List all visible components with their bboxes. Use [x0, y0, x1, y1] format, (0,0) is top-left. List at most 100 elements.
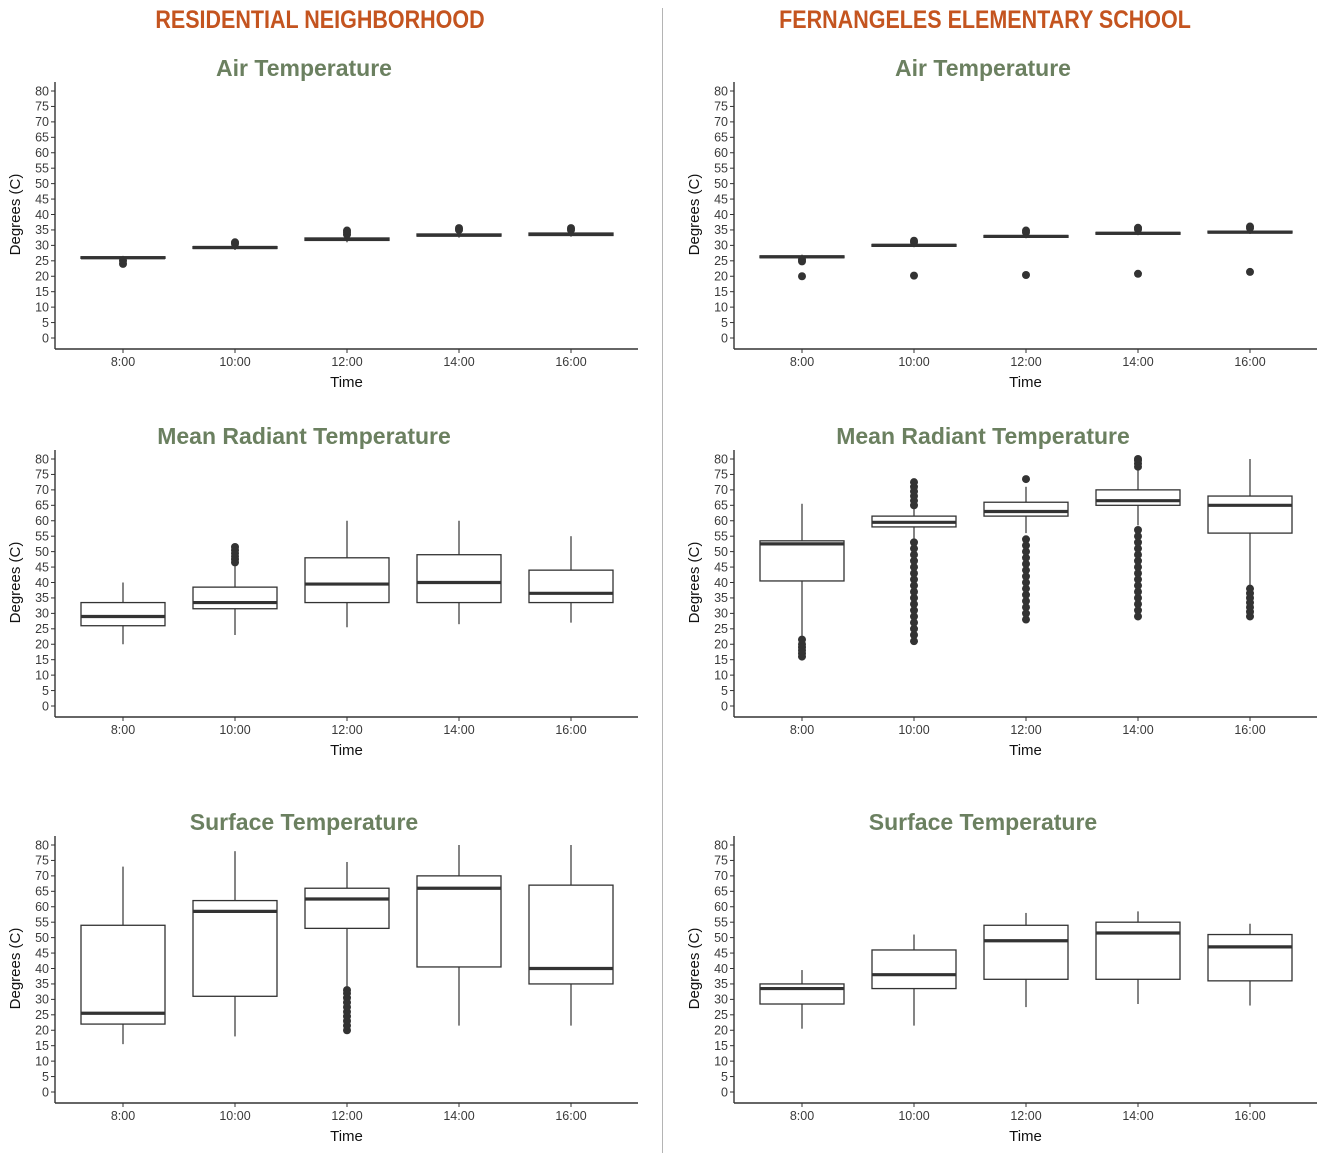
box-mean-radiant-temperature-12-00 — [304, 520, 390, 628]
x-tick-label: 8:00 — [790, 1109, 814, 1123]
residential-column-title: RESIDENTIAL NEIGHBORHOOD — [155, 6, 485, 34]
outlier-point — [1022, 584, 1030, 593]
box-mean-radiant-temperature-10-00 — [871, 478, 957, 646]
x-tick-label: 14:00 — [443, 355, 474, 369]
y-tick-label: 50 — [714, 545, 728, 559]
y-tick-label: 40 — [35, 576, 49, 590]
y-tick-label: 0 — [42, 331, 49, 345]
residential-surface-temperature-panel: Surface Temperature 0 5 10 15 20 25 30 35 40 45 50 5… — [2, 804, 660, 1174]
y-tick-label: 70 — [35, 869, 49, 883]
outlier-point — [1022, 226, 1030, 235]
box-air-temperature-14-00 — [416, 224, 502, 238]
x-tick-label: 14:00 — [1122, 723, 1153, 737]
x-tick-label: 12:00 — [331, 1109, 362, 1123]
y-tick-label: 10 — [714, 1054, 728, 1068]
outlier-point — [343, 226, 351, 235]
y-tick-label: 10 — [35, 1054, 49, 1068]
outlier-point — [119, 256, 127, 265]
y-tick-label: 35 — [35, 977, 49, 991]
y-tick-label: 20 — [35, 1024, 49, 1038]
x-tick-label: 8:00 — [790, 355, 814, 369]
box-surface-temperature-12-00 — [304, 861, 390, 1035]
x-tick-label: 10:00 — [898, 355, 929, 369]
box-iqr — [416, 875, 502, 968]
outlier-point — [1134, 532, 1142, 541]
outlier-point — [1022, 572, 1030, 581]
y-tick-label: 15 — [35, 653, 49, 667]
chart-title: Air Temperature — [216, 55, 392, 81]
y-axis-label: Degrees (C) — [686, 542, 703, 624]
x-tick-label: 14:00 — [1122, 355, 1153, 369]
y-axis-label: Degrees (C) — [7, 174, 24, 256]
y-tick-label: 55 — [714, 915, 728, 929]
y-tick-label: 30 — [714, 239, 728, 253]
x-tick-label: 16:00 — [1234, 1109, 1265, 1123]
outlier-point — [1246, 267, 1254, 276]
box-mean-radiant-temperature-8-00 — [80, 582, 166, 645]
box-mean-radiant-temperature-16-00 — [1207, 459, 1293, 621]
y-tick-label: 15 — [714, 1039, 728, 1053]
y-tick-label: 45 — [35, 946, 49, 960]
y-tick-label: 5 — [42, 1070, 49, 1084]
x-axis-label: Time — [1009, 1128, 1042, 1145]
chart-title: Mean Radiant Temperature — [836, 423, 1130, 449]
outlier-point — [1134, 587, 1142, 596]
box-surface-temperature-14-00 — [1095, 911, 1181, 1005]
outlier-point — [1134, 593, 1142, 602]
box-iqr — [1207, 933, 1293, 982]
y-tick-label: 55 — [35, 529, 49, 543]
residential-mean-radiant-panel: Mean Radiant Temperature 0 5 10 15 20 25 30 35 40… — [2, 418, 660, 788]
x-axis-label: Time — [1009, 374, 1042, 391]
box-iqr — [983, 924, 1069, 980]
y-tick-label: 70 — [714, 869, 728, 883]
outlier-point — [910, 606, 918, 615]
outlier-point — [1022, 547, 1030, 556]
x-axis-label: Time — [330, 374, 363, 391]
y-tick-label: 0 — [721, 1085, 728, 1099]
y-tick-label: 35 — [714, 591, 728, 605]
outlier-point — [455, 224, 463, 233]
box-mean-radiant-temperature-14-00 — [416, 520, 502, 625]
y-axis-label: Degrees (C) — [686, 174, 703, 256]
outlier-point — [1022, 541, 1030, 550]
y-tick-label: 60 — [714, 514, 728, 528]
y-tick-label: 0 — [721, 699, 728, 713]
outlier-point — [910, 569, 918, 578]
y-tick-label: 25 — [35, 254, 49, 268]
outlier-point — [1246, 584, 1254, 593]
y-tick-label: 70 — [714, 483, 728, 497]
outlier-point — [910, 563, 918, 572]
x-tick-label: 10:00 — [219, 355, 250, 369]
x-tick-label: 8:00 — [790, 723, 814, 737]
box-surface-temperature-10-00 — [192, 851, 278, 1037]
y-tick-label: 60 — [35, 146, 49, 160]
y-tick-label: 40 — [35, 962, 49, 976]
outlier-point — [1134, 612, 1142, 621]
y-tick-label: 25 — [35, 622, 49, 636]
outlier-point — [1134, 556, 1142, 565]
outlier-point — [1022, 609, 1030, 618]
y-tick-label: 15 — [35, 1039, 49, 1053]
y-tick-label: 45 — [714, 946, 728, 960]
y-tick-label: 50 — [35, 545, 49, 559]
outlier-point — [1134, 600, 1142, 609]
y-tick-label: 60 — [714, 146, 728, 160]
outlier-point — [910, 575, 918, 584]
y-tick-label: 5 — [721, 316, 728, 330]
box-surface-temperature-8-00 — [759, 970, 845, 1029]
outlier-point — [910, 618, 918, 627]
school-mean-radiant-panel: Mean Radiant Temperature 0 5 10 15 20 25 30 35 40… — [681, 418, 1317, 788]
box-air-temperature-14-00 — [1095, 223, 1181, 278]
box-surface-temperature-14-00 — [416, 845, 502, 1026]
outlier-point — [1134, 569, 1142, 578]
y-tick-label: 30 — [714, 607, 728, 621]
y-tick-label: 25 — [35, 1008, 49, 1022]
school-air-temperature-panel: Air Temperature 0 5 10 15 20 25 30 35 40 45 50 55 60 6… — [681, 50, 1317, 420]
outlier-point — [910, 624, 918, 633]
outlier-point — [1134, 575, 1142, 584]
y-tick-label: 75 — [35, 854, 49, 868]
box-surface-temperature-16-00 — [528, 845, 614, 1026]
